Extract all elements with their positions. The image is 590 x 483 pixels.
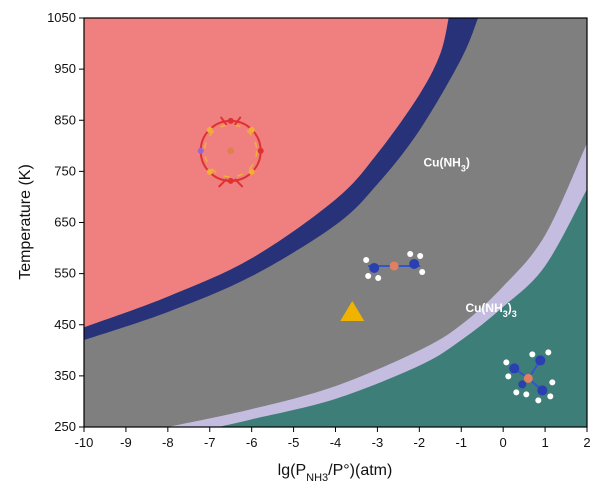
x-tick-label: -6	[246, 435, 258, 450]
y-tick-label: 450	[54, 317, 76, 332]
y-tick-label: 650	[54, 215, 76, 230]
cu-nh3-label: Cu(NH3)	[424, 155, 470, 173]
triangle-marker	[340, 300, 365, 321]
cu-nh3-3-region	[218, 189, 587, 427]
linear-molecule-structure	[363, 250, 426, 281]
x-tick-label: 2	[583, 435, 590, 450]
x-tick-label: -1	[455, 435, 467, 450]
y-axis-title: Temperature (K)	[17, 164, 34, 280]
x-tick-label: -4	[330, 435, 342, 450]
x-tick-label: -7	[204, 435, 216, 450]
x-tick-label: 1	[541, 435, 548, 450]
x-tick-label: -9	[120, 435, 132, 450]
y-tick-label: 350	[54, 368, 76, 383]
cu-nh3-3-label: Cu(NH3)3	[465, 301, 516, 319]
x-axis-title: lg(PNH3/P°)(atm)	[278, 462, 393, 483]
y-tick-label: 950	[54, 61, 76, 76]
y-tick-label: 1050	[47, 10, 76, 25]
x-tick-label: 0	[500, 435, 507, 450]
tetrahedral-molecule-structure	[503, 349, 556, 404]
y-tick-label: 250	[54, 419, 76, 434]
plot-area: Cu(NH3) Cu(NH3)3	[84, 18, 587, 427]
y-tick-label: 850	[54, 112, 76, 127]
y-tick-label: 550	[54, 266, 76, 281]
y-tick-label: 750	[54, 163, 76, 178]
ring-cluster-structure	[197, 116, 264, 188]
x-tick-label: -3	[372, 435, 384, 450]
x-tick-label: -2	[414, 435, 426, 450]
x-axis: -10 -9 -8 -7 -6 -5 -4 -3 -2 -1 0 1 2	[75, 427, 590, 450]
x-tick-label: -8	[162, 435, 174, 450]
y-axis: 250 350 450 550 650 750 850 950 1050	[47, 10, 84, 434]
x-tick-label: -10	[75, 435, 94, 450]
x-tick-label: -5	[288, 435, 300, 450]
